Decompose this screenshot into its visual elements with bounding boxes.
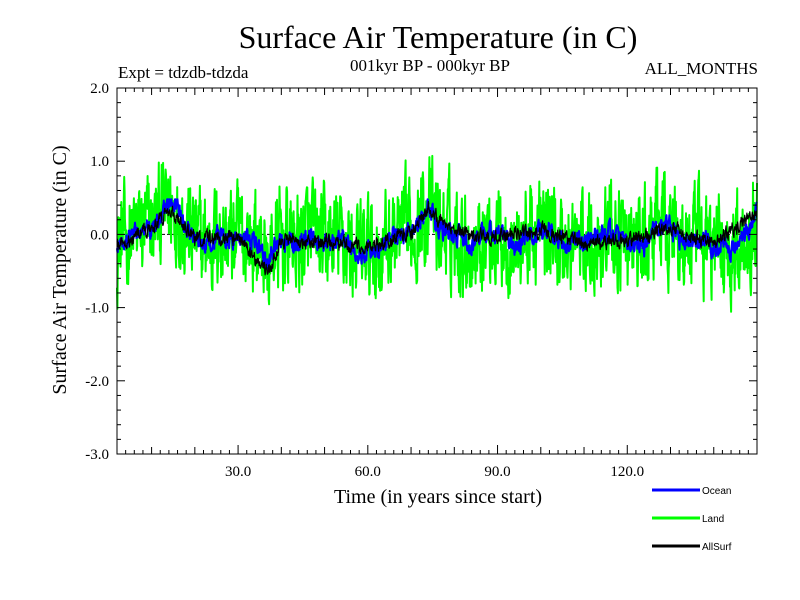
chart-title: Surface Air Temperature (in C) (239, 19, 638, 55)
y-axis-label: Surface Air Temperature (in C) (49, 145, 71, 394)
legend-label-ocean: Ocean (702, 486, 731, 497)
x-tick-label: 120.0 (610, 464, 644, 480)
axes: 2.0 1.0 0.0 -1.0 -2.0 -3.0 30.0 60.0 90.0 120.0 (85, 81, 758, 480)
y-tick-label: -2.0 (85, 374, 109, 390)
y-tick-label: 2.0 (90, 81, 109, 97)
x-tick-label: 90.0 (484, 464, 510, 480)
months-label: ALL_MONTHS (645, 59, 758, 78)
experiment-label: Expt = tdzdb-tdzda (118, 63, 249, 82)
chart-subtitle: 001kyr BP - 000kyr BP (350, 56, 510, 75)
y-tick-label: 0.0 (90, 227, 109, 243)
x-axis-label: Time (in years since start) (334, 486, 542, 508)
x-tick-label: 60.0 (355, 464, 381, 480)
legend: Ocean Land AllSurf (652, 486, 732, 553)
x-tick-label: 30.0 (225, 464, 251, 480)
legend-label-land: Land (702, 514, 724, 525)
y-tick-label: -1.0 (85, 301, 109, 317)
legend-label-allsurf: AllSurf (702, 542, 732, 553)
series-allsurf-line (116, 201, 758, 276)
y-tick-label: 1.0 (90, 154, 109, 170)
plot-area (116, 154, 758, 313)
y-tick-label: -3.0 (85, 447, 109, 463)
